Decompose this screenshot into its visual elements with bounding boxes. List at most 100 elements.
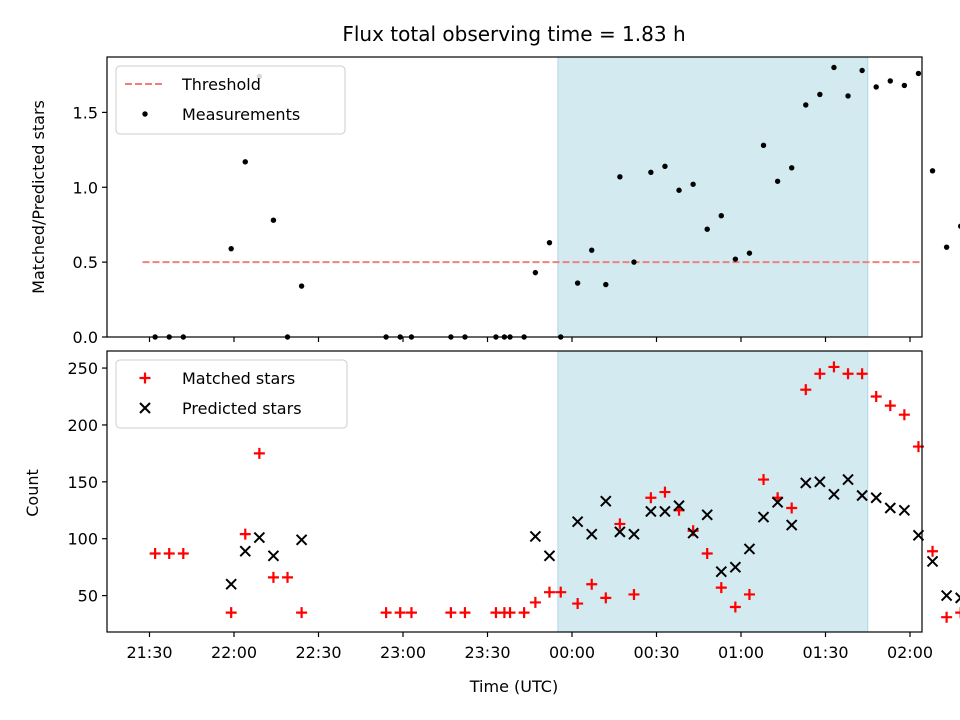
series-predicted-stars [225,473,960,604]
x-tick-label: 23:00 [380,643,426,662]
measurement-point [603,281,609,288]
x-axis-label: Time (UTC) [469,677,558,696]
measurement-point [845,93,851,99]
measurement-point [803,102,809,108]
series-matched-stars [149,361,960,623]
predicted-star-point [715,565,727,578]
measurement-point [574,280,581,286]
measurement-point [831,64,837,71]
y-tick-label: 250 [67,359,98,378]
predicted-star-point [771,496,784,509]
predicted-star-point [529,530,542,543]
measurement-point [746,250,753,256]
predicted-star-point [687,527,699,539]
matched-star-point [758,474,770,486]
legend: Matched stars Predicted stars [115,359,348,429]
observing-window-span [557,56,869,338]
predicted-star-point [856,489,868,502]
legend-matched-swatch [139,372,151,384]
measurement-point [690,181,696,187]
matched-star-point [163,548,175,560]
matched-star-point [586,578,598,590]
predicted-star-point [701,509,713,521]
x-tick-label: 21:30 [126,643,172,662]
predicted-star-point [940,589,953,602]
measurement-point [617,174,623,180]
matched-star-point [504,607,516,619]
measurement-point [929,168,936,174]
y-tick-label: 200 [67,416,98,435]
predicted-star-point [729,561,742,573]
predicted-star-point [253,531,266,544]
measurement-point [873,84,879,90]
measurement-point [298,283,305,289]
measurement-point [631,259,637,265]
y-tick-label: 1.5 [73,103,98,122]
matched-star-point [445,607,457,619]
matched-star-point [645,492,657,504]
chart-title: Flux total observing time = 1.83 h [342,22,685,46]
matched-star-point [743,588,755,600]
matched-star-point [614,518,626,530]
measurement-point [789,165,795,171]
predicted-star-point [828,488,840,501]
legend: Threshold Measurements [115,65,346,135]
legend-box [115,65,346,135]
measurement-point [662,163,668,170]
legend-measurements-swatch [142,111,148,117]
predicted-star-point [600,495,612,507]
measurement-point [774,178,781,184]
matched-star-point [555,586,567,598]
matched-star-point [800,384,812,396]
matched-star-point [715,582,727,594]
matched-star-point [814,368,826,380]
legend-entry-label: Measurements [182,105,300,124]
matched-star-point [239,528,251,540]
measurement-point [270,217,277,223]
matched-star-point [267,571,279,583]
matched-star-point [786,502,798,514]
predicted-star-point [543,550,556,562]
predicted-star-point [571,515,584,528]
measurement-point [589,247,595,253]
predicted-star-point [884,502,896,514]
matched-star-point [870,391,882,403]
predicted-star-point [267,550,280,562]
matched-star-point [955,607,960,619]
observing-window-span [557,350,869,633]
predicted-star-point [225,578,237,590]
predicted-star-point [814,476,826,488]
legend-box [115,359,348,429]
measurement-point [732,256,739,262]
matched-star-point [856,368,868,380]
predicted-star-point [842,473,854,486]
measurement-point [546,239,553,246]
x-tick-label: 23:30 [464,643,510,662]
legend-predicted-swatch [139,402,151,414]
y-tick-label: 100 [67,530,98,549]
panel-count: 50 100 150 200 250 21:30 22:00 22:30 23:00 23:30 0… [67,350,960,662]
matched-star-point [701,548,713,560]
axes-frame [106,350,923,633]
measurement-point [228,245,234,252]
measurement-point [704,226,710,232]
matched-star-point [459,607,471,619]
measurement-point [943,244,950,250]
matched-star-point [842,368,854,380]
matched-star-point [600,592,612,604]
measurement-point [915,70,922,77]
predicted-star-point [785,519,798,531]
panel-ratio: 0.0 0.5 1.0 1.5 Threshold Measurements [73,56,960,347]
matched-star-point [572,598,584,610]
predicted-star-point [800,477,812,489]
y-tick-label: 0.0 [73,328,98,347]
predicted-star-point [898,504,911,516]
predicted-star-point [614,526,626,538]
predicted-star-point [757,511,770,523]
axes-frame [106,56,923,338]
y-tick-label: 150 [67,473,98,492]
predicted-star-point [954,592,960,604]
x-tick-label: 01:00 [718,643,764,662]
predicted-star-point [870,492,882,504]
matched-star-point [380,607,392,619]
